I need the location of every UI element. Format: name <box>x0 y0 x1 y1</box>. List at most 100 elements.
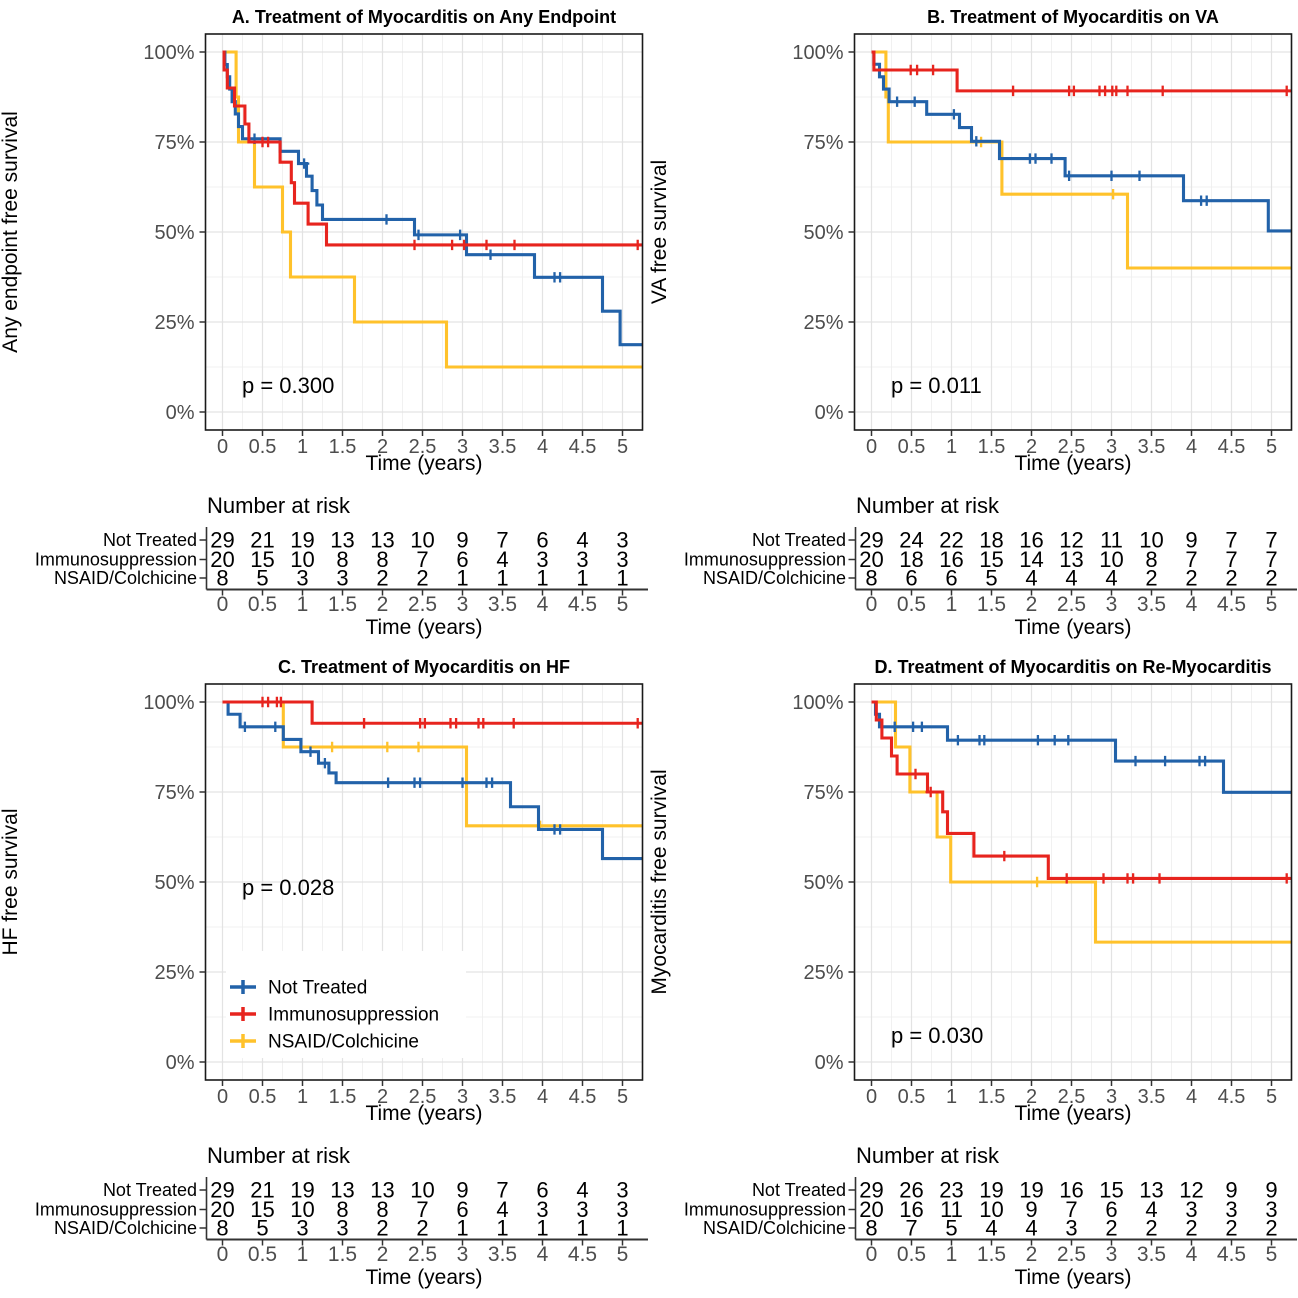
risk-count: 4 <box>576 1178 588 1203</box>
censor-mark-immunosuppression <box>999 850 1010 862</box>
x-tick-label: 0 <box>866 1086 877 1108</box>
y-axis-label: HF free survival <box>0 808 22 955</box>
p-value-label: p = 0.300 <box>242 373 334 398</box>
x-tick-label: 4.5 <box>569 436 597 458</box>
risk-count: 19 <box>979 1178 1003 1203</box>
risk-count: 15 <box>250 547 274 572</box>
risk-row-label: NSAID/Colchicine <box>54 568 197 588</box>
risk-count: 5 <box>945 1216 957 1241</box>
x-tick-label: 2.5 <box>409 1086 437 1108</box>
censor-mark-not_treated <box>909 96 920 107</box>
censor-mark-immunosuppression <box>508 718 519 729</box>
censor-mark-immunosuppression <box>450 718 462 729</box>
risk-count: 6 <box>905 566 917 591</box>
censor-mark-immunosuppression <box>1157 85 1168 97</box>
censor-mark-not_treated <box>1046 153 1057 164</box>
risk-count: 10 <box>410 528 434 553</box>
x-tick-label: 2.5 <box>409 436 437 458</box>
censor-mark-not_treated <box>979 734 990 746</box>
risk-x-tick-label: 3.5 <box>488 1243 517 1266</box>
risk-x-axis-label: Time (years) <box>365 1266 482 1289</box>
risk-count: 2 <box>416 566 428 591</box>
censor-mark-not_treated <box>1032 734 1044 746</box>
p-value-label: p = 0.011 <box>891 373 982 398</box>
risk-count: 6 <box>945 566 957 591</box>
risk-row-label: Immunosuppression <box>35 1200 197 1220</box>
risk-x-tick-label: 2.5 <box>408 1243 437 1266</box>
risk-count: 22 <box>939 528 963 553</box>
risk-count: 8 <box>865 566 877 591</box>
risk-count: 13 <box>1059 547 1083 572</box>
risk-count: 20 <box>210 1197 234 1222</box>
x-tick-label: 2.5 <box>1058 1086 1086 1108</box>
censor-mark-immunosuppression <box>1061 873 1072 884</box>
risk-x-axis-label: Time (years) <box>365 616 482 639</box>
risk-count: 13 <box>330 528 354 553</box>
risk-count: 8 <box>1145 547 1157 572</box>
risk-row-label: Not Treated <box>103 1180 197 1200</box>
risk-count: 12 <box>1059 528 1083 553</box>
risk-count: 18 <box>899 547 923 572</box>
risk-count: 16 <box>939 547 963 572</box>
risk-count: 6 <box>456 1197 468 1222</box>
x-tick-label: 0 <box>217 1086 228 1108</box>
risk-count: 3 <box>616 547 628 572</box>
risk-x-tick-label: 0 <box>217 593 229 616</box>
risk-x-tick-label: 0.5 <box>897 1243 926 1266</box>
risk-count: 8 <box>865 1216 877 1241</box>
risk-count: 13 <box>370 528 394 553</box>
censor-mark-not_treated <box>319 758 331 769</box>
y-axis-label: VA free survival <box>648 160 671 304</box>
censor-mark-not_treated <box>907 721 919 733</box>
censor-mark-immunosuppression <box>409 239 420 251</box>
censor-mark-not_treated <box>1049 734 1060 746</box>
censor-mark-immunosuppression <box>478 718 489 729</box>
y-tick-label: 75% <box>154 782 194 804</box>
censor-mark-immunosuppression <box>358 718 370 729</box>
risk-x-tick-label: 4.5 <box>568 593 597 616</box>
risk-x-tick-label: 1 <box>946 593 958 616</box>
risk-count: 24 <box>899 528 923 553</box>
legend-label-not_treated: Not Treated <box>268 978 367 999</box>
risk-count: 10 <box>410 1178 434 1203</box>
censor-mark-immunosuppression <box>1007 85 1019 97</box>
y-tick-label: 50% <box>154 222 194 244</box>
risk-count: 3 <box>296 566 308 591</box>
x-tick-label: 3.5 <box>489 1086 517 1108</box>
risk-count: 14 <box>1019 547 1043 572</box>
y-tick-label: 50% <box>803 872 843 894</box>
risk-count: 20 <box>859 1197 883 1222</box>
risk-count: 29 <box>210 528 234 553</box>
risk-count: 1 <box>576 566 588 591</box>
km-curve-not_treated <box>871 50 1292 233</box>
x-tick-label: 1 <box>297 1086 308 1108</box>
y-tick-label: 25% <box>154 962 194 984</box>
km-curve-nsaid_colchicine <box>871 700 1292 944</box>
risk-count: 10 <box>979 1197 1003 1222</box>
censor-mark-not_treated <box>554 272 566 283</box>
censor-mark-not_treated <box>457 777 468 788</box>
x-tick-label: 0 <box>866 436 877 458</box>
censor-mark-not_treated <box>971 136 982 147</box>
censor-mark-not_treated <box>414 777 426 788</box>
legend-label-immunosuppression: Immunosuppression <box>268 1005 439 1026</box>
censor-mark-not_treated <box>413 229 424 241</box>
censor-mark-nsaid_colchicine <box>1107 189 1119 200</box>
x-tick-label: 5 <box>617 436 628 458</box>
risk-row-label: Not Treated <box>103 530 197 550</box>
x-tick-label: 0.5 <box>898 436 926 458</box>
risk-count: 2 <box>1145 566 1157 591</box>
risk-count: 4 <box>496 1197 508 1222</box>
risk-x-tick-label: 1.5 <box>977 593 1006 616</box>
y-tick-label: 25% <box>154 312 194 334</box>
x-tick-label: 1.5 <box>329 436 357 458</box>
censor-mark-immunosuppression <box>1281 85 1292 97</box>
censor-mark-not_treated <box>1201 195 1212 206</box>
risk-count: 7 <box>1185 547 1197 572</box>
x-tick-label: 3 <box>1106 436 1117 458</box>
risk-count: 3 <box>616 1197 628 1222</box>
censor-mark-immunosuppression <box>1281 873 1292 884</box>
risk-count: 3 <box>536 547 548 572</box>
risk-count: 19 <box>1019 1178 1043 1203</box>
